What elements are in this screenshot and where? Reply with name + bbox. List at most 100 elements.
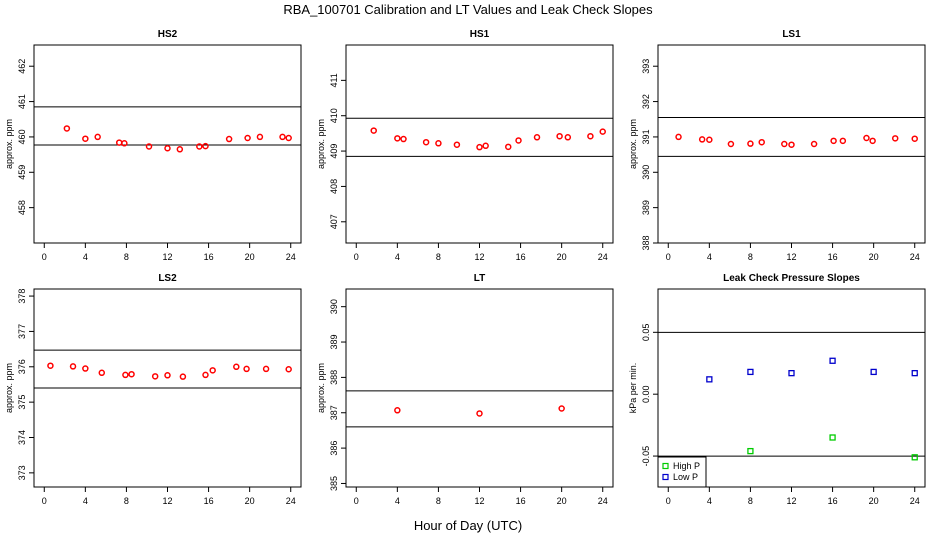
data-point [400, 135, 407, 143]
data-point [533, 134, 541, 141]
data-point [145, 143, 153, 150]
y-tick-label: 409 [329, 144, 339, 159]
x-tick-label: 12 [162, 496, 172, 506]
x-tick-label: 24 [286, 252, 296, 262]
x-tick-label: 20 [557, 496, 567, 506]
legend-marker [662, 462, 669, 470]
x-tick-label: 4 [83, 252, 88, 262]
legend-box [657, 456, 707, 488]
data-point [256, 133, 264, 141]
x-tick-label: 8 [436, 252, 441, 262]
x-tick-label: 12 [474, 252, 484, 262]
data-point [82, 135, 89, 142]
x-tick-label: 24 [598, 252, 608, 262]
x-tick-label: 20 [245, 496, 255, 506]
y-tick-label: 461 [17, 94, 27, 109]
y-axis-label: approx. ppm [4, 363, 14, 413]
y-tick-label: 460 [17, 129, 27, 144]
y-tick-label: 390 [641, 165, 651, 180]
x-tick-label: 0 [666, 496, 671, 506]
panel-title: HS1 [470, 29, 490, 40]
data-point [69, 363, 77, 370]
data-point [564, 134, 572, 141]
x-tick-label: 16 [204, 252, 214, 262]
data-point [599, 128, 606, 135]
data-point [233, 363, 240, 371]
data-point [209, 367, 216, 374]
x-tick-label: 8 [436, 496, 441, 506]
data-point [829, 357, 836, 364]
data-point [179, 373, 187, 380]
y-tick-label: 411 [329, 73, 339, 87]
legend-label: High P [673, 461, 700, 471]
data-point [839, 137, 847, 145]
data-point [394, 135, 401, 142]
data-point [870, 368, 877, 376]
data-point [435, 140, 442, 147]
data-point [63, 125, 71, 132]
data-point [196, 143, 203, 150]
data-point [747, 368, 754, 376]
data-point [482, 142, 489, 150]
data-point [98, 369, 106, 377]
data-point [262, 365, 270, 373]
y-axis-label: approx. ppm [628, 119, 638, 169]
y-tick-label: 386 [329, 441, 339, 456]
data-point [453, 141, 461, 148]
legend-marker [662, 473, 669, 481]
data-point [587, 132, 594, 140]
y-tick-label: 462 [17, 59, 27, 74]
data-point [225, 135, 233, 143]
y-tick-label: 387 [329, 405, 339, 420]
data-point [422, 138, 430, 146]
x-tick-label: 0 [354, 496, 359, 506]
data-point [675, 133, 682, 141]
data-point [244, 134, 251, 142]
x-tick-label: 4 [395, 252, 400, 262]
y-tick-label: 458 [17, 200, 27, 215]
x-tick-label: 16 [828, 496, 838, 506]
data-point [128, 370, 135, 378]
x-tick-label: 4 [83, 496, 88, 506]
data-point [164, 144, 171, 152]
data-point [727, 140, 735, 148]
chart-panel-2: HS1 0 4 8 12 16 20 24 407 408 409 410 411 approx. ppm [316, 29, 614, 262]
data-point [706, 136, 713, 144]
chart-panel-4: LS2 0 4 8 12 16 20 24 373 374 375 376 377 378 approx. … [4, 273, 302, 506]
data-point [810, 140, 818, 148]
data-point [164, 372, 171, 379]
x-tick-label: 20 [869, 252, 879, 262]
data-point [285, 134, 292, 142]
data-point [505, 143, 512, 151]
panel-title: Leak Check Pressure Slopes [723, 273, 860, 284]
y-tick-label: 0.05 [641, 324, 651, 342]
data-point [891, 135, 899, 142]
x-tick-label: 0 [354, 252, 359, 262]
x-tick-label: 8 [124, 252, 129, 262]
y-tick-label: 408 [329, 179, 339, 194]
y-tick-label: 390 [329, 299, 339, 314]
x-tick-label: 24 [598, 496, 608, 506]
y-tick-label: 410 [329, 108, 339, 123]
x-tick-label: 0 [666, 252, 671, 262]
x-tick-label: 4 [707, 252, 712, 262]
data-point [94, 133, 101, 141]
data-point [556, 132, 563, 140]
data-point [869, 137, 876, 145]
x-tick-label: 24 [910, 252, 920, 262]
data-point [788, 369, 795, 377]
plot-frame [33, 44, 302, 244]
panel-title: LT [474, 273, 485, 284]
data-point [788, 141, 795, 148]
y-tick-label: 459 [17, 165, 27, 180]
y-tick-label: 407 [329, 214, 339, 229]
plot-frame [345, 288, 614, 488]
y-tick-label: 375 [17, 395, 27, 410]
x-tick-label: 24 [286, 496, 296, 506]
data-point [911, 135, 918, 142]
x-tick-label: 12 [786, 496, 796, 506]
y-axis-label: approx. ppm [316, 119, 326, 169]
data-point [758, 138, 765, 146]
